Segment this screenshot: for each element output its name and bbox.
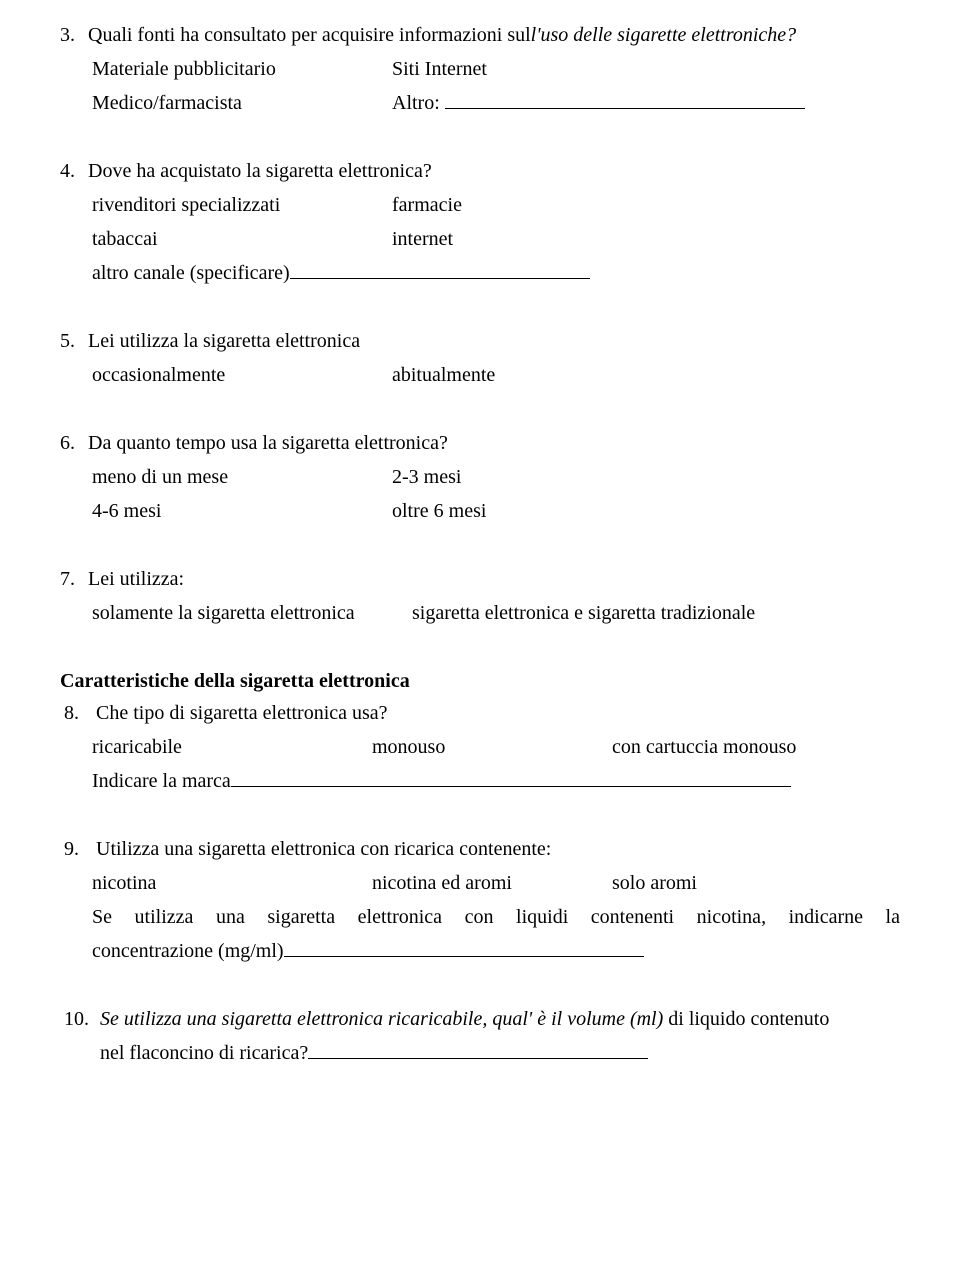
q8-text: Che tipo di sigaretta elettronica usa?: [96, 698, 388, 728]
q8-brand: Indicare la marca: [92, 766, 900, 796]
question-10: 10. Se utilizza una sigaretta elettronic…: [60, 1004, 900, 1068]
q5-opt-occasional[interactable]: occasionalmente: [92, 360, 392, 390]
q8-opt-monouso[interactable]: monouso: [372, 732, 612, 762]
q8-opt-cartuccia[interactable]: con cartuccia monouso: [612, 732, 900, 762]
q6-row1: meno di un mese 2-3 mesi: [92, 462, 900, 492]
q4-prompt: 4. Dove ha acquistato la sigaretta elett…: [60, 156, 900, 186]
q4-opt-internet[interactable]: internet: [392, 224, 900, 254]
q3-prompt: 3. Quali fonti ha consultato per acquisi…: [60, 20, 900, 50]
q6-row2: 4-6 mesi oltre 6 mesi: [92, 496, 900, 526]
question-5: 5. Lei utilizza la sigaretta elettronica…: [60, 326, 900, 390]
q3-text: Quali fonti ha consultato per acquisire …: [88, 20, 796, 50]
q4-altro-line[interactable]: [290, 259, 590, 279]
q10-number: 10.: [60, 1004, 100, 1034]
q7-opt-only-ecig[interactable]: solamente la sigaretta elettronica: [92, 598, 412, 628]
q3-opt-altro[interactable]: Altro:: [392, 88, 900, 118]
q10-text: Se utilizza una sigaretta elettronica ri…: [100, 1004, 829, 1034]
q4-row1: rivenditori specializzati farmacie: [92, 190, 900, 220]
question-8: 8. Che tipo di sigaretta elettronica usa…: [60, 698, 900, 796]
question-7: 7. Lei utilizza: solamente la sigaretta …: [60, 564, 900, 628]
q8-prompt: 8. Che tipo di sigaretta elettronica usa…: [60, 698, 900, 728]
q9-opt-nicotina-aromi[interactable]: nicotina ed aromi: [372, 868, 612, 898]
section-title: Caratteristiche della sigaretta elettron…: [60, 666, 900, 696]
q6-number: 6.: [60, 428, 88, 458]
q4-row3: altro canale (specificare): [92, 258, 900, 288]
q9-text: Utilizza una sigaretta elettronica con r…: [96, 834, 551, 864]
q8-opt-ricaricabile[interactable]: ricaricabile: [92, 732, 372, 762]
q4-row2: tabaccai internet: [92, 224, 900, 254]
q6-opt-gt6m[interactable]: oltre 6 mesi: [392, 496, 900, 526]
q10-line2: nel flaconcino di ricarica?: [100, 1038, 900, 1068]
q8-row1: ricaricabile monouso con cartuccia monou…: [92, 732, 900, 762]
q7-row1: solamente la sigaretta elettronica sigar…: [92, 598, 900, 628]
q4-opt-altro[interactable]: altro canale (specificare): [92, 262, 290, 284]
q9-note-line2: concentrazione (mg/ml): [92, 936, 900, 966]
q8-brand-line[interactable]: [231, 767, 791, 787]
q3-number: 3.: [60, 20, 88, 50]
q6-opt-2-3m[interactable]: 2-3 mesi: [392, 462, 900, 492]
q4-text: Dove ha acquistato la sigaretta elettron…: [88, 156, 432, 186]
q9-row1: nicotina nicotina ed aromi solo aromi: [92, 868, 900, 898]
q3-altro-line[interactable]: [445, 89, 805, 109]
q6-text: Da quanto tempo usa la sigaretta elettro…: [88, 428, 448, 458]
q3-row1: Materiale pubblicitario Siti Internet: [92, 54, 900, 84]
question-4: 4. Dove ha acquistato la sigaretta elett…: [60, 156, 900, 288]
q7-opt-both[interactable]: sigaretta elettronica e sigaretta tradiz…: [412, 598, 900, 628]
q9-prompt: 9. Utilizza una sigaretta elettronica co…: [60, 834, 900, 864]
q9-number: 9.: [60, 834, 96, 864]
q9-note-line1: Se utilizza una sigaretta elettronica co…: [92, 902, 900, 932]
q10-prompt: 10. Se utilizza una sigaretta elettronic…: [60, 1004, 900, 1034]
q9-conc-line[interactable]: [284, 937, 644, 957]
question-9: 9. Utilizza una sigaretta elettronica co…: [60, 834, 900, 966]
q9-opt-nicotina[interactable]: nicotina: [92, 868, 372, 898]
q3-row2: Medico/farmacista Altro:: [92, 88, 900, 118]
q9-opt-solo-aromi[interactable]: solo aromi: [612, 868, 900, 898]
q6-opt-4-6m[interactable]: 4-6 mesi: [92, 496, 392, 526]
q4-opt-rivenditori[interactable]: rivenditori specializzati: [92, 190, 392, 220]
q4-number: 4.: [60, 156, 88, 186]
question-3: 3. Quali fonti ha consultato per acquisi…: [60, 20, 900, 118]
q5-opt-habitual[interactable]: abitualmente: [392, 360, 900, 390]
q7-number: 7.: [60, 564, 88, 594]
q7-text: Lei utilizza:: [88, 564, 184, 594]
q5-number: 5.: [60, 326, 88, 356]
q3-opt-medico[interactable]: Medico/farmacista: [92, 88, 392, 118]
q5-text: Lei utilizza la sigaretta elettronica: [88, 326, 360, 356]
q4-opt-tabaccai[interactable]: tabaccai: [92, 224, 392, 254]
q10-volume-line[interactable]: [308, 1039, 648, 1059]
q6-prompt: 6. Da quanto tempo usa la sigaretta elet…: [60, 428, 900, 458]
q5-row1: occasionalmente abitualmente: [92, 360, 900, 390]
question-6: 6. Da quanto tempo usa la sigaretta elet…: [60, 428, 900, 526]
q5-prompt: 5. Lei utilizza la sigaretta elettronica: [60, 326, 900, 356]
q4-opt-farmacie[interactable]: farmacie: [392, 190, 900, 220]
q6-opt-lt1m[interactable]: meno di un mese: [92, 462, 392, 492]
q7-prompt: 7. Lei utilizza:: [60, 564, 900, 594]
q3-opt-material[interactable]: Materiale pubblicitario: [92, 54, 392, 84]
q3-opt-siti[interactable]: Siti Internet: [392, 54, 900, 84]
q8-number: 8.: [60, 698, 96, 728]
